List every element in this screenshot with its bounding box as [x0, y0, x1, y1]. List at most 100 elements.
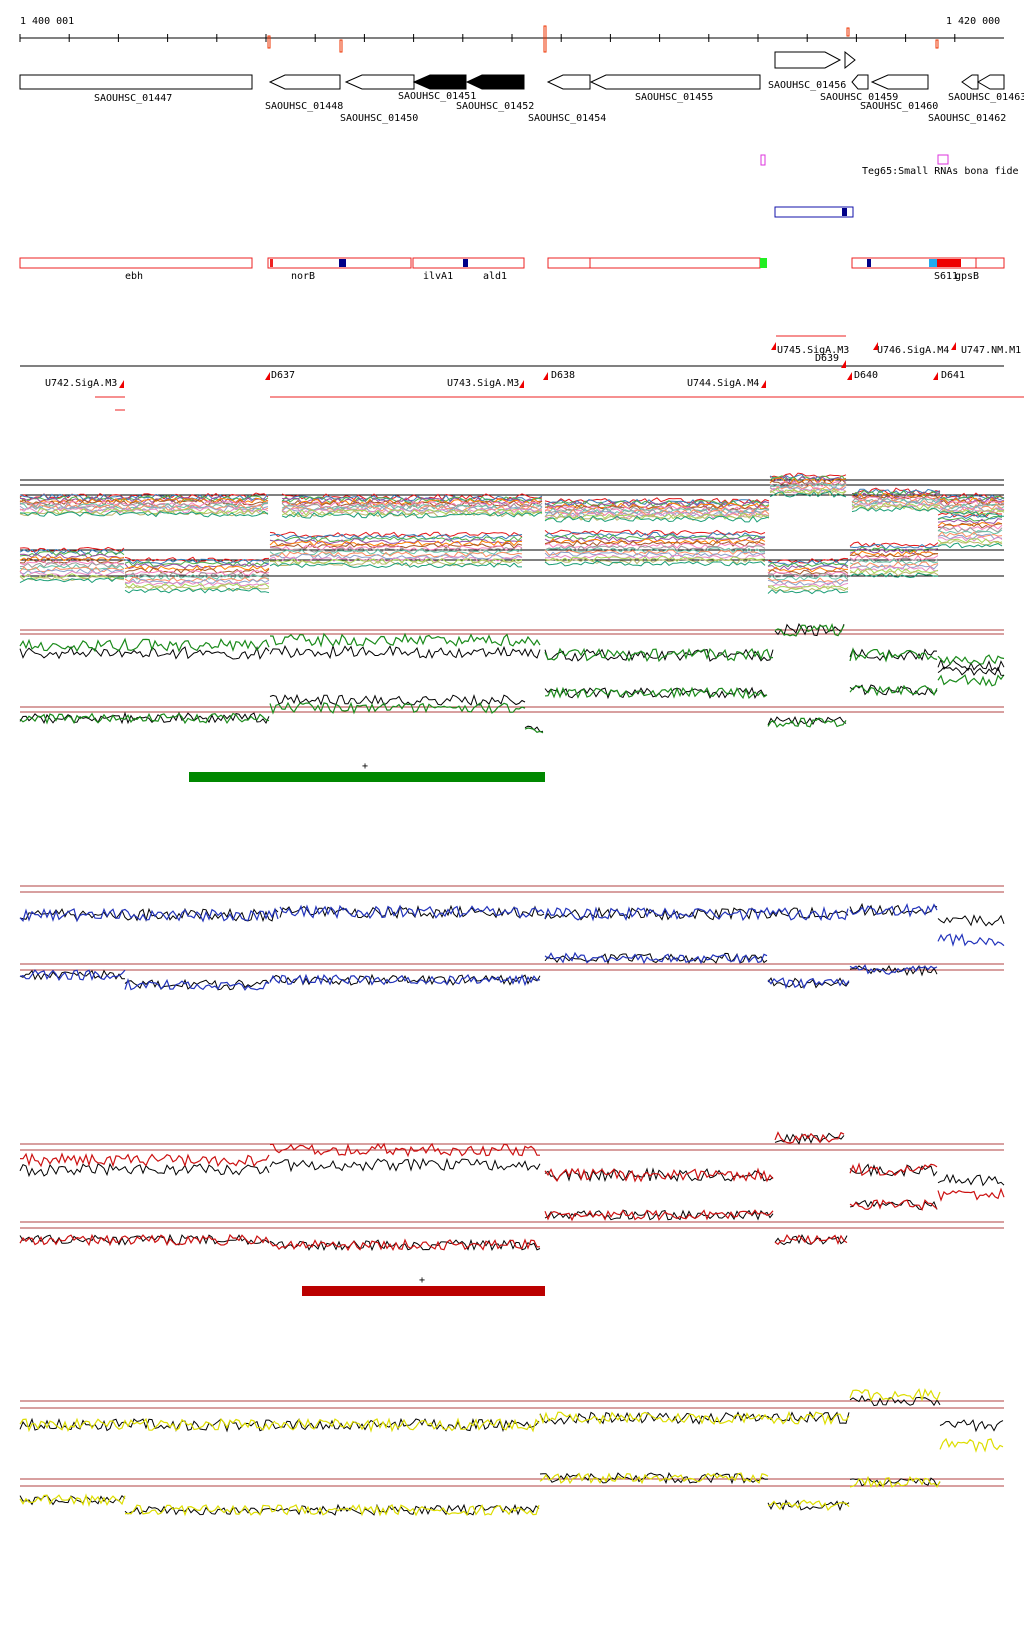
gene-arrow[interactable]	[412, 74, 467, 90]
annotation-box[interactable]	[412, 257, 525, 269]
condition-line	[19, 494, 269, 502]
transcription-unit-track: U742.SigA.M3 D637 U743.SigA.M3 D638 U744…	[20, 335, 1024, 411]
condition-line	[849, 550, 939, 557]
trace-colored	[124, 1503, 540, 1517]
condition-line	[851, 493, 941, 501]
trace-black	[849, 964, 938, 977]
trace-colored	[274, 1417, 540, 1433]
gene-arrow[interactable]	[344, 74, 415, 90]
tu-label: U742.SigA.M3	[45, 378, 117, 389]
trace-black	[269, 1238, 541, 1252]
trace-colored	[544, 951, 768, 965]
condition-line	[937, 513, 1003, 520]
condition-line	[937, 542, 1003, 549]
condition-line	[544, 540, 766, 547]
gene-label: SAOUHSC_01447	[94, 93, 172, 104]
condition-line	[544, 506, 770, 514]
gene-arrow[interactable]	[589, 74, 761, 90]
blue-feature-track	[774, 206, 854, 218]
trace-colored	[849, 1199, 938, 1211]
gene-arrow[interactable]	[465, 74, 525, 90]
gene-arrow[interactable]	[961, 74, 979, 90]
annotation-box[interactable]	[851, 257, 1005, 269]
annotation-track: ebh norB ilvA1 ald1 S611 gpsB	[19, 257, 1005, 282]
red-highlight-bar[interactable]	[302, 1286, 545, 1296]
condition-line	[19, 500, 269, 508]
condition-line	[849, 548, 939, 555]
trace-colored	[19, 712, 270, 725]
ruler-marker	[935, 39, 939, 49]
condition-line	[769, 476, 847, 483]
condition-line	[937, 521, 1003, 527]
condition-line	[19, 506, 269, 514]
trace-colored	[767, 717, 847, 728]
tu-label: U744.SigA.M4	[687, 378, 759, 389]
green-highlight-label: +	[362, 761, 368, 772]
tu-marker	[119, 380, 124, 388]
gene-arrow[interactable]	[870, 74, 929, 90]
condition-line	[939, 510, 1004, 518]
srna-feature[interactable]	[760, 154, 766, 166]
tu-marker	[771, 342, 776, 350]
trace-black	[767, 977, 850, 989]
condition-line	[767, 575, 849, 581]
trace-colored	[524, 727, 544, 734]
condition-line	[939, 509, 1005, 515]
gene-arrow[interactable]	[977, 74, 1005, 90]
annotation-label: norB	[291, 271, 315, 282]
trace-colored	[19, 1152, 270, 1168]
condition-line	[767, 559, 849, 566]
condition-line	[937, 540, 1003, 546]
annotation-box[interactable]	[19, 257, 253, 269]
srna-feature[interactable]	[937, 154, 949, 165]
condition-line	[769, 490, 847, 498]
trace-black	[544, 906, 849, 921]
condition-line	[767, 564, 849, 571]
trace-black	[544, 648, 774, 662]
gene-label: SAOUHSC_01455	[635, 92, 713, 103]
blue-feature[interactable]	[774, 206, 854, 218]
yellow-expression-track	[19, 1388, 1004, 1517]
gene-arrow[interactable]	[19, 74, 253, 90]
tu-label: D638	[551, 370, 575, 381]
gene-arrow[interactable]	[268, 74, 341, 90]
condition-line	[544, 515, 770, 523]
tu-marker	[847, 372, 852, 380]
trace-black	[269, 973, 541, 986]
trace-colored	[19, 1493, 126, 1507]
green-highlight-bar[interactable]	[189, 772, 545, 782]
trace-colored	[19, 907, 279, 923]
trace-colored	[124, 977, 270, 991]
tu-marker	[841, 360, 846, 368]
condition-line	[124, 565, 270, 572]
ruler-marker	[846, 27, 850, 37]
trace-colored	[937, 654, 1005, 665]
trace-colored	[269, 701, 526, 715]
gene-arrow[interactable]	[774, 51, 842, 69]
trace-colored	[279, 904, 545, 920]
ruler-marker	[339, 39, 343, 53]
gene-arrow[interactable]	[851, 74, 869, 90]
trace-black	[937, 666, 1005, 676]
annotation-label: S611	[934, 271, 958, 282]
tu-label: U743.SigA.M3	[447, 378, 519, 389]
condition-line	[544, 497, 770, 505]
condition-line	[769, 487, 847, 495]
trace-black	[544, 952, 768, 965]
ruler-marker	[267, 35, 271, 49]
condition-line	[939, 504, 1005, 511]
trace-colored	[767, 977, 850, 990]
condition-line	[849, 541, 939, 548]
annotation-box[interactable]	[547, 257, 761, 269]
condition-line	[269, 538, 523, 545]
tu-marker	[951, 342, 956, 350]
gene-label: SAOUHSC_01450	[340, 113, 418, 124]
condition-line	[544, 545, 766, 552]
red-highlight: +	[302, 1275, 545, 1296]
condition-line	[769, 481, 847, 488]
trace-black	[937, 1173, 1005, 1187]
condition-line	[937, 522, 1003, 529]
condition-line	[544, 551, 766, 558]
condition-line	[19, 507, 269, 516]
gene-arrow[interactable]	[546, 74, 591, 90]
